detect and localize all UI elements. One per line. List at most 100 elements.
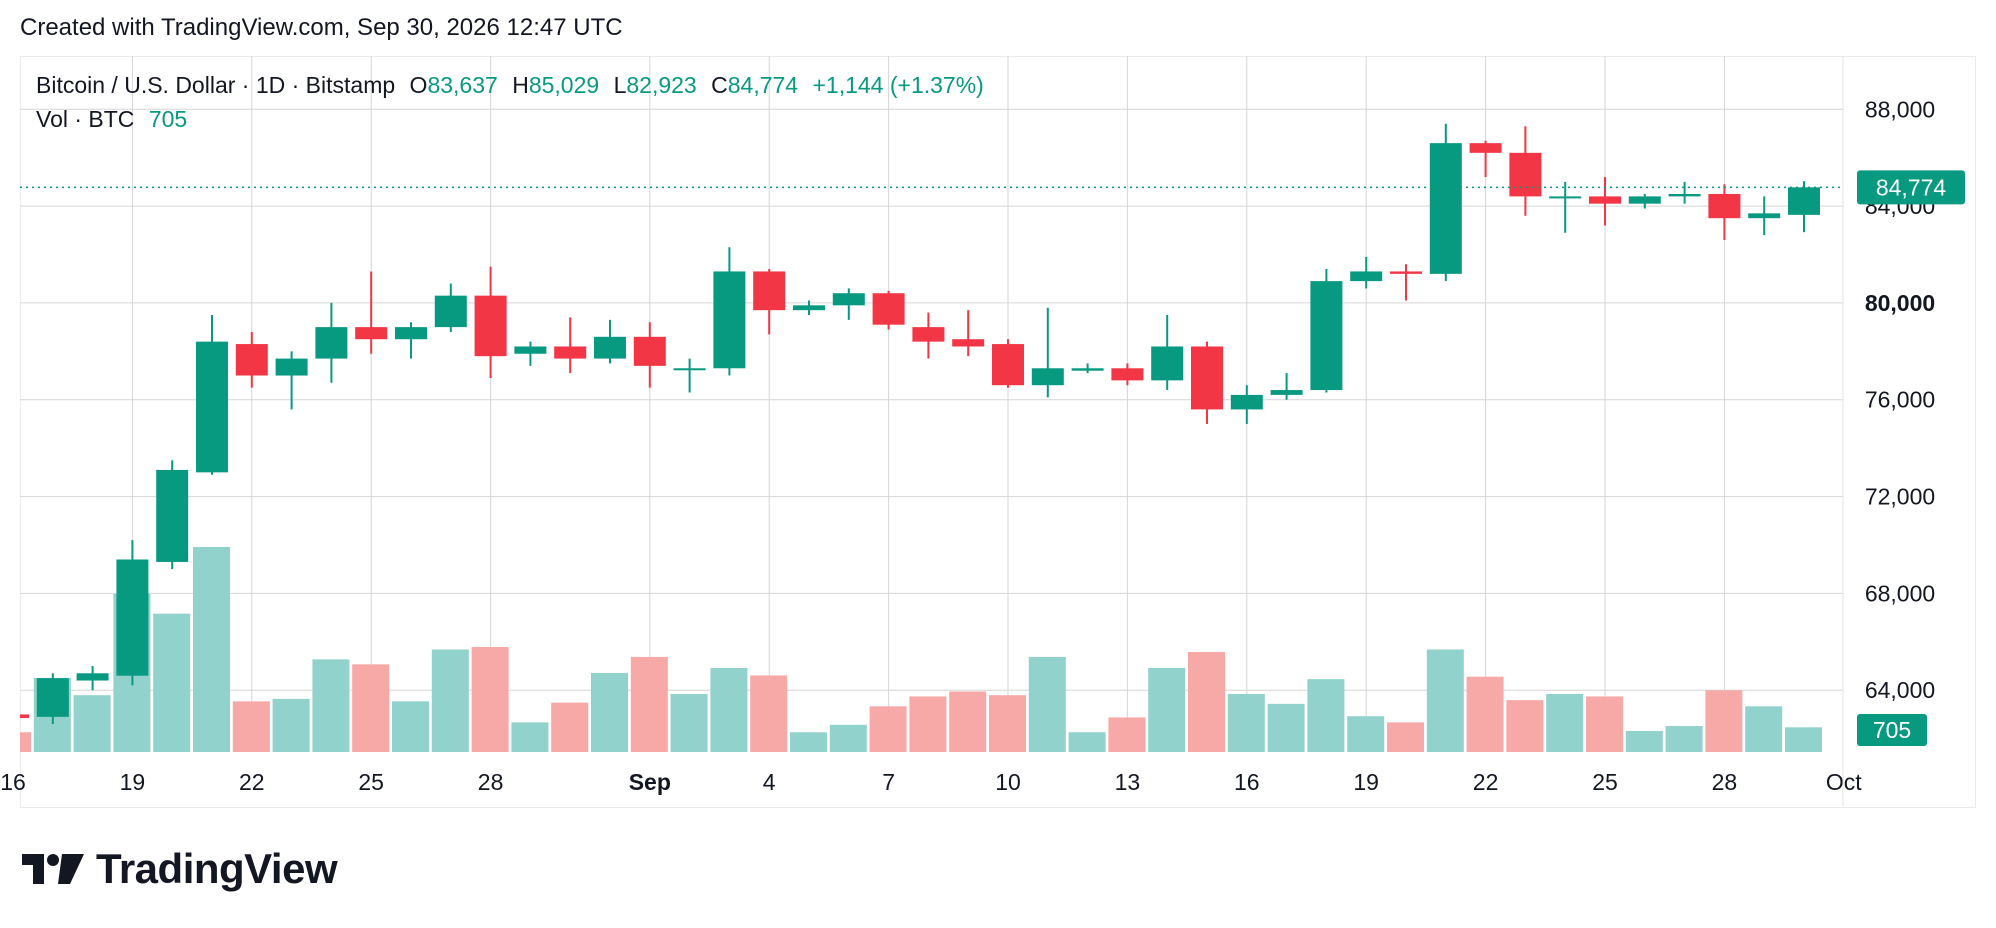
- candle-body[interactable]: [912, 327, 945, 342]
- candle-body[interactable]: [315, 327, 348, 359]
- volume-bar[interactable]: [193, 547, 230, 752]
- volume-bar[interactable]: [0, 732, 31, 752]
- volume-bar[interactable]: [392, 701, 429, 752]
- candle-body[interactable]: [713, 271, 746, 369]
- candle-body[interactable]: [235, 344, 268, 376]
- last-price-tag-text: 84,774: [1876, 174, 1947, 200]
- volume-bar[interactable]: [1267, 703, 1305, 752]
- volume-bar[interactable]: [153, 613, 191, 752]
- volume-bar[interactable]: [232, 701, 270, 752]
- volume-bar[interactable]: [1745, 706, 1783, 752]
- volume-bar[interactable]: [1347, 716, 1385, 752]
- candle-body[interactable]: [1429, 143, 1462, 274]
- volume-label: Vol · BTC: [36, 106, 135, 132]
- volume-bar[interactable]: [1148, 668, 1186, 752]
- volume-bar[interactable]: [431, 649, 469, 753]
- volume-bar[interactable]: [471, 647, 509, 752]
- candle-body[interactable]: [474, 295, 507, 357]
- candle-body[interactable]: [633, 336, 666, 366]
- last-volume-tag: [1857, 714, 1927, 746]
- volume-bar[interactable]: [829, 724, 867, 752]
- volume-bar[interactable]: [1068, 732, 1106, 752]
- plot-series: [0, 123, 1822, 753]
- candle-body[interactable]: [1390, 271, 1422, 274]
- volume-bar[interactable]: [1546, 693, 1584, 752]
- candlestick-chart[interactable]: 64,00068,00072,00076,00080,00084,00088,0…: [0, 0, 1996, 820]
- volume-bar[interactable]: [949, 691, 987, 752]
- candle-body[interactable]: [1748, 213, 1781, 219]
- candle-body[interactable]: [1628, 196, 1661, 204]
- volume-bar[interactable]: [1028, 656, 1066, 752]
- volume-bar[interactable]: [1426, 649, 1464, 753]
- volume-bar[interactable]: [1506, 700, 1544, 752]
- candle-body[interactable]: [36, 678, 69, 717]
- candle-body[interactable]: [673, 368, 706, 371]
- candle-body[interactable]: [753, 271, 786, 311]
- volume-bar[interactable]: [790, 732, 827, 752]
- candle-body[interactable]: [1071, 368, 1104, 371]
- candle-body[interactable]: [952, 339, 985, 347]
- candle-body[interactable]: [76, 673, 109, 681]
- volume-bar[interactable]: [670, 693, 708, 752]
- candle-body[interactable]: [156, 469, 189, 562]
- volume-bar[interactable]: [1625, 731, 1663, 752]
- candle-body[interactable]: [1509, 152, 1542, 197]
- volume-bar[interactable]: [352, 664, 390, 752]
- volume-bar[interactable]: [989, 695, 1026, 752]
- candle-body[interactable]: [1668, 193, 1701, 197]
- candle-body[interactable]: [1310, 281, 1343, 391]
- volume-bar[interactable]: [73, 695, 111, 752]
- candle-body[interactable]: [514, 346, 547, 354]
- candle-body[interactable]: [1031, 368, 1064, 386]
- candle-body[interactable]: [395, 327, 427, 340]
- volume-legend: Vol · BTC 705: [36, 106, 187, 133]
- candle-body[interactable]: [355, 327, 388, 340]
- tradingview-logo[interactable]: TradingView: [22, 845, 338, 893]
- volume-bar[interactable]: [1387, 722, 1424, 752]
- volume-bar[interactable]: [750, 675, 788, 752]
- candle-body[interactable]: [1549, 196, 1582, 199]
- candle-body[interactable]: [1191, 346, 1223, 410]
- candle-body[interactable]: [594, 336, 626, 359]
- volume-bar[interactable]: [1227, 693, 1265, 752]
- volume-bar[interactable]: [909, 696, 947, 752]
- volume-bar[interactable]: [1586, 696, 1623, 752]
- candle-body[interactable]: [992, 344, 1024, 386]
- candle-body[interactable]: [1469, 143, 1502, 153]
- candle-body[interactable]: [1230, 394, 1263, 410]
- tradingview-logo-icon: [22, 854, 84, 884]
- chart-frame: [20, 56, 1976, 808]
- volume-bar[interactable]: [1307, 679, 1345, 752]
- candle-body[interactable]: [1589, 196, 1621, 204]
- candle-body[interactable]: [1708, 193, 1741, 219]
- candle-body[interactable]: [0, 714, 29, 719]
- volume-bar[interactable]: [1466, 676, 1504, 752]
- volume-bar[interactable]: [869, 706, 907, 752]
- volume-bar[interactable]: [551, 702, 589, 752]
- candle-body[interactable]: [1350, 271, 1383, 282]
- volume-bar[interactable]: [312, 659, 350, 752]
- volume-bar[interactable]: [511, 722, 549, 752]
- volume-bar[interactable]: [1785, 727, 1822, 752]
- candle-body[interactable]: [832, 293, 865, 306]
- candle-body[interactable]: [196, 341, 228, 473]
- candle-body[interactable]: [872, 293, 905, 325]
- volume-bar[interactable]: [710, 668, 748, 752]
- candle-body[interactable]: [434, 295, 467, 328]
- candle-body[interactable]: [1151, 346, 1184, 381]
- candle-body[interactable]: [1111, 368, 1144, 381]
- volume-bar[interactable]: [1108, 717, 1146, 752]
- chart-caption: Created with TradingView.com, Sep 30, 20…: [20, 14, 623, 41]
- candle-body[interactable]: [554, 346, 587, 359]
- candle-body[interactable]: [1270, 390, 1303, 395]
- candle-body[interactable]: [116, 559, 149, 676]
- volume-bar[interactable]: [1705, 690, 1743, 752]
- volume-bar[interactable]: [1665, 726, 1703, 752]
- candle-body[interactable]: [1788, 187, 1820, 215]
- candle-body[interactable]: [275, 358, 308, 376]
- volume-bar[interactable]: [272, 698, 310, 752]
- candle-body[interactable]: [793, 305, 825, 311]
- volume-bar[interactable]: [1188, 651, 1225, 752]
- volume-bar[interactable]: [630, 656, 668, 752]
- volume-bar[interactable]: [591, 672, 628, 752]
